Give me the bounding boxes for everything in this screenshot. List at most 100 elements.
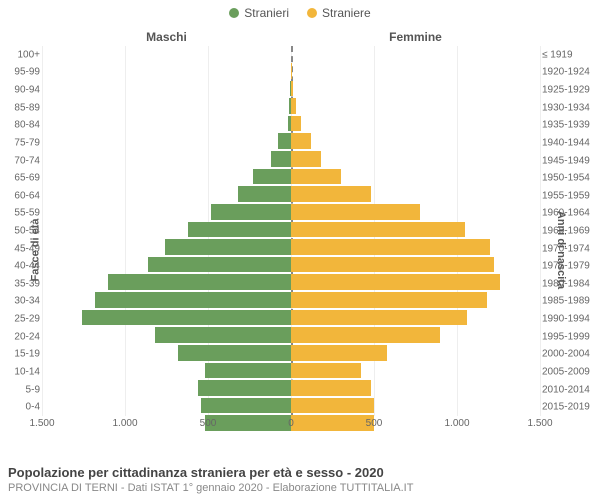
bar-male [271,151,291,167]
y-tick-birth: 1975-1979 [542,261,598,272]
legend-item-male: Stranieri [229,6,289,20]
bar-female [291,239,490,255]
y-tick-age: 40-44 [2,261,40,272]
legend: Stranieri Straniere [0,0,600,22]
footer: Popolazione per cittadinanza straniera p… [8,465,592,494]
y-tick-age: 85-89 [2,102,40,113]
y-tick-birth: 1950-1954 [542,173,598,184]
table-row [42,397,540,415]
y-tick-age: 95-99 [2,67,40,78]
x-tick-label: 500 [366,418,383,429]
bar-female [291,204,420,220]
y-tick-birth: 2015-2019 [542,402,598,413]
bar-female [291,257,494,273]
table-row [42,309,540,327]
y-tick-birth: ≤ 1919 [542,49,598,60]
bar-female [291,169,341,185]
bar-female [291,310,467,326]
legend-swatch-male [229,8,239,18]
y-tick-age: 80-84 [2,120,40,131]
bar-male [188,222,291,238]
table-row [42,362,540,380]
rows-container [42,46,540,416]
y-tick-age: 0-4 [2,402,40,413]
bar-male [278,133,291,149]
y-tick-age: 55-59 [2,208,40,219]
bar-female [291,222,465,238]
bar-female [291,398,374,414]
y-tick-age: 35-39 [2,278,40,289]
bar-female [291,380,371,396]
table-row [42,326,540,344]
y-tick-age: 5-9 [2,384,40,395]
table-row [42,115,540,133]
bar-male [211,204,291,220]
bar-female [291,363,361,379]
bar-female [291,116,301,132]
legend-item-female: Straniere [307,6,371,20]
x-tick-label: 1.000 [444,418,469,429]
legend-label-male: Stranieri [244,6,289,20]
y-tick-birth: 1945-1949 [542,155,598,166]
y-tick-birth: 1970-1974 [542,243,598,254]
x-tick-label: 500 [200,418,217,429]
bar-female [291,274,500,290]
y-tick-birth: 1930-1934 [542,102,598,113]
y-tick-age: 75-79 [2,137,40,148]
table-row [42,97,540,115]
x-tick-label: 0 [288,418,294,429]
bar-female [291,292,487,308]
x-tick-label: 1.000 [112,418,137,429]
y-tick-age: 45-49 [2,243,40,254]
bar-female [291,345,387,361]
bar-male [253,169,291,185]
bar-male [108,274,291,290]
y-tick-age: 50-54 [2,226,40,237]
bar-female [291,151,321,167]
legend-swatch-female [307,8,317,18]
bar-male [205,363,291,379]
y-tick-birth: 1935-1939 [542,120,598,131]
table-row [42,221,540,239]
y-tick-birth: 1960-1964 [542,208,598,219]
table-row [42,168,540,186]
table-row [42,150,540,168]
chart-area: 1.5001.00050005001.0001.500 [42,30,540,436]
bar-male [198,380,291,396]
y-tick-age: 70-74 [2,155,40,166]
y-tick-age: 30-34 [2,296,40,307]
table-row [42,132,540,150]
table-row [42,80,540,98]
footer-title: Popolazione per cittadinanza straniera p… [8,465,592,480]
x-tick-label: 1.500 [527,418,552,429]
table-row [42,379,540,397]
table-row [42,291,540,309]
y-tick-age: 10-14 [2,366,40,377]
table-row [42,185,540,203]
bar-female [291,133,311,149]
bar-female [291,186,371,202]
table-row [42,273,540,291]
bar-male [95,292,291,308]
footer-subtitle: PROVINCIA DI TERNI - Dati ISTAT 1° genna… [8,482,592,494]
y-tick-age: 60-64 [2,190,40,201]
table-row [42,344,540,362]
y-tick-birth: 1980-1984 [542,278,598,289]
bar-female [291,98,296,114]
y-tick-birth: 2005-2009 [542,366,598,377]
table-row [42,203,540,221]
y-tick-birth: 1965-1969 [542,226,598,237]
y-tick-birth: 1990-1994 [542,314,598,325]
x-tick-label: 1.500 [29,418,54,429]
bar-male [155,327,291,343]
bar-female [291,327,440,343]
x-axis-ticks: 1.5001.00050005001.0001.500 [42,418,540,436]
chart-container: Stranieri Straniere Maschi Femmine Fasce… [0,0,600,500]
bar-male [201,398,291,414]
bar-male [238,186,291,202]
y-tick-birth: 1920-1924 [542,67,598,78]
bar-male [178,345,291,361]
y-tick-age: 90-94 [2,85,40,96]
table-row [42,256,540,274]
y-tick-birth: 2010-2014 [542,384,598,395]
